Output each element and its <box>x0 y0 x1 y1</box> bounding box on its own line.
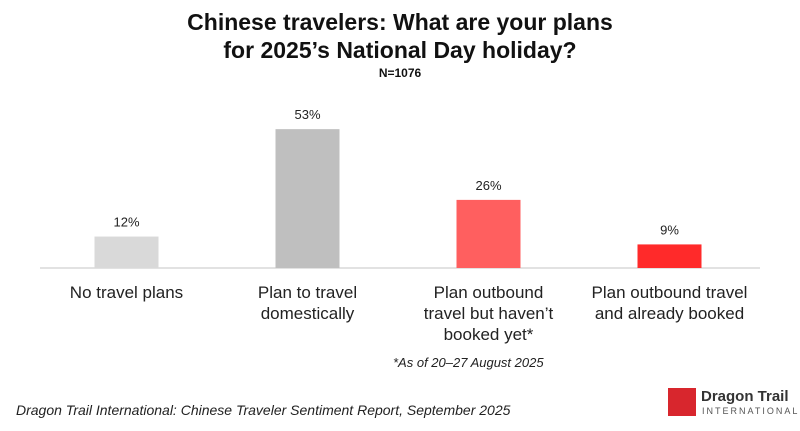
value-label: 12% <box>113 215 139 230</box>
chart-title: Chinese travelers: What are your plans f… <box>0 8 800 64</box>
bar <box>637 244 702 268</box>
bar <box>94 236 159 268</box>
logo-tagline: INTERNATIONAL <box>702 406 800 416</box>
x-tick-label: Plan outbound travel and already booked <box>591 283 748 323</box>
x-tick-label: Plan to travel domestically <box>257 283 358 323</box>
bar <box>275 129 340 268</box>
subtitle: N=1076 <box>378 66 422 80</box>
title-line: for 2025’s National Day holiday? <box>223 37 577 63</box>
x-tick-label: Plan outbound travel but haven’t booked … <box>423 283 554 344</box>
note: *As of 20–27 August 2025 <box>393 355 544 370</box>
x-tick-label: No travel plans <box>69 283 184 302</box>
value-label: 53% <box>294 107 320 122</box>
logo-mark <box>668 388 696 416</box>
value-label: 26% <box>475 178 501 193</box>
value-label: 9% <box>660 222 679 237</box>
bar <box>456 199 521 268</box>
logo-name: Dragon Trail <box>701 388 789 405</box>
source: Dragon Trail International: Chinese Trav… <box>16 402 511 418</box>
title-line: Chinese travelers: What are your plans <box>187 9 613 35</box>
